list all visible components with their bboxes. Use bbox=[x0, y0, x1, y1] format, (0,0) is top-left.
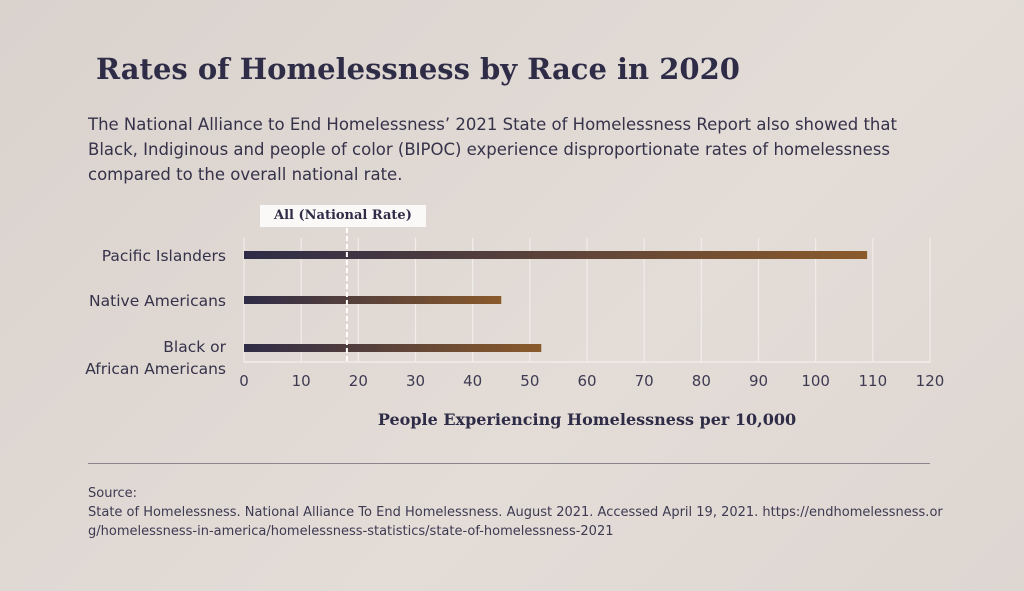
x-tick-label: 0 bbox=[239, 372, 249, 390]
source-label: Source: bbox=[88, 486, 138, 501]
chart-title: Rates of Homelessness by Race in 2020 bbox=[96, 52, 740, 86]
category-label: Pacific Islanders bbox=[102, 247, 226, 265]
x-tick-label: 40 bbox=[463, 372, 482, 390]
x-tick-label: 90 bbox=[749, 372, 768, 390]
x-tick-label: 100 bbox=[801, 372, 830, 390]
bar-chart: 0 10 20 30 40 50 60 70 80 90 100 110 120 Pacific Isla… bbox=[85, 238, 945, 390]
bar-black-or-african-americans bbox=[244, 344, 542, 352]
x-tick-label: 50 bbox=[520, 372, 539, 390]
bar-native-americans bbox=[244, 296, 502, 304]
x-tick-label: 20 bbox=[349, 372, 368, 390]
divider bbox=[88, 463, 930, 464]
x-tick-label: 60 bbox=[577, 372, 596, 390]
category-label: African Americans bbox=[85, 360, 226, 378]
x-tick-label: 80 bbox=[692, 372, 711, 390]
bar-pacific-islanders bbox=[244, 251, 868, 259]
x-tick-label: 70 bbox=[635, 372, 654, 390]
x-axis-label: People Experiencing Homelessness per 10,… bbox=[377, 410, 797, 429]
category-label: Native Americans bbox=[89, 292, 226, 310]
national-rate-label: All (National Rate) bbox=[260, 205, 426, 227]
x-tick-label: 30 bbox=[406, 372, 425, 390]
x-tick-label: 120 bbox=[916, 372, 945, 390]
category-label: Black or bbox=[163, 338, 226, 356]
source-block: Source: State of Homelessness. National … bbox=[88, 484, 948, 541]
x-tick-label: 110 bbox=[859, 372, 888, 390]
source-text: State of Homelessness. National Alliance… bbox=[88, 505, 943, 539]
x-tick-label: 10 bbox=[292, 372, 311, 390]
chart-description: The National Alliance to End Homelessnes… bbox=[88, 115, 897, 184]
